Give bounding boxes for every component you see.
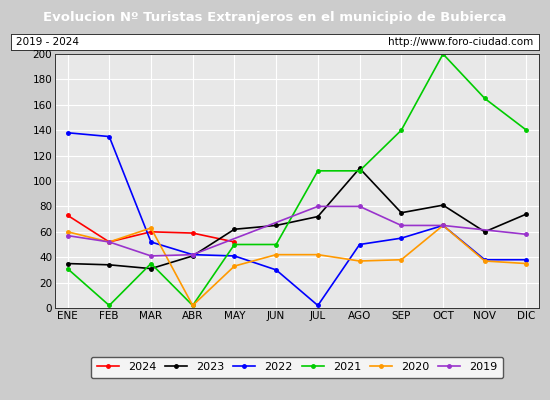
Text: 2019 - 2024: 2019 - 2024 xyxy=(16,37,79,47)
Text: http://www.foro-ciudad.com: http://www.foro-ciudad.com xyxy=(388,37,534,47)
Text: Evolucion Nº Turistas Extranjeros en el municipio de Bubierca: Evolucion Nº Turistas Extranjeros en el … xyxy=(43,10,507,24)
Legend: 2024, 2023, 2022, 2021, 2020, 2019: 2024, 2023, 2022, 2021, 2020, 2019 xyxy=(91,357,503,378)
